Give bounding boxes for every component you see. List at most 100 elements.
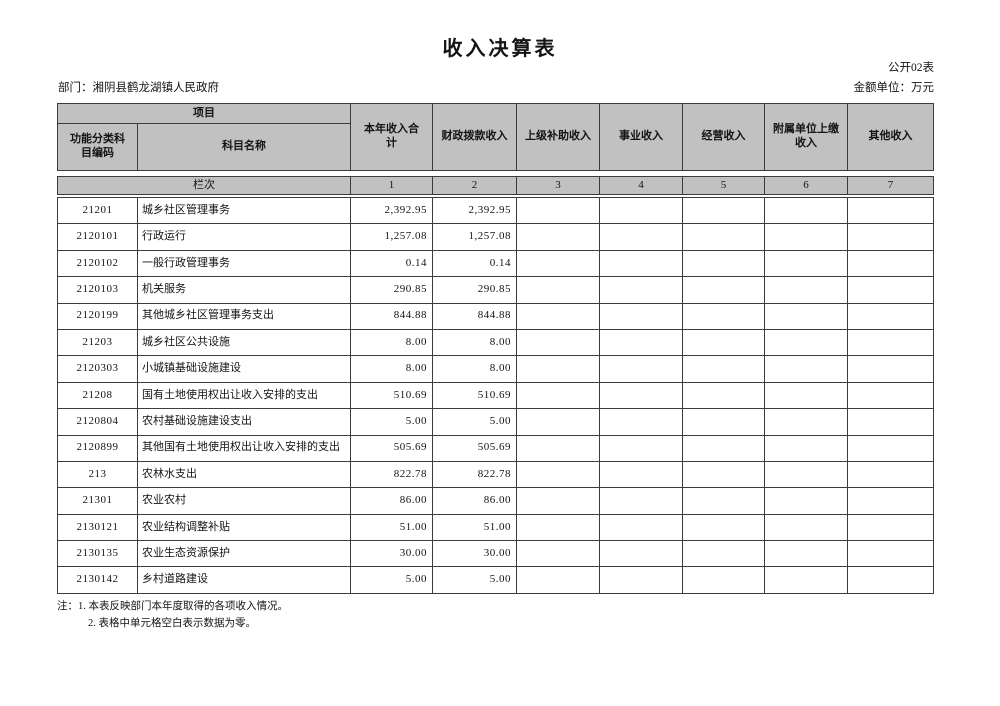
- cell-value: [847, 223, 934, 251]
- cell-value: [764, 566, 848, 594]
- cell-value: 290.85: [432, 276, 517, 304]
- table-row: 2120303 小城镇基础设施建设 8.00 8.00: [57, 355, 934, 383]
- cell-function-code: 213: [57, 460, 138, 489]
- cell-value: [682, 249, 765, 278]
- lane-number: 1: [350, 176, 433, 195]
- cell-value: [682, 328, 765, 357]
- lane-number: 4: [599, 176, 683, 195]
- cell-value: [764, 408, 848, 436]
- cell-value: [599, 487, 683, 515]
- cell-value: [599, 540, 683, 568]
- cell-value: [516, 434, 600, 462]
- cell-value: [599, 566, 683, 594]
- cell-value: [764, 487, 848, 515]
- cell-value: [682, 540, 765, 568]
- table-row: 2120899 其他国有土地使用权出让收入安排的支出 505.69 505.69: [57, 434, 934, 462]
- table-row: 21201 城乡社区管理事务 2,392.95 2,392.95: [57, 196, 934, 225]
- cell-value: [516, 487, 600, 515]
- cell-function-code: 2120101: [57, 223, 138, 251]
- cell-value: [847, 460, 934, 489]
- table-row: 2120103 机关服务 290.85 290.85: [57, 276, 934, 304]
- cell-value: [516, 328, 600, 357]
- cell-value: [516, 566, 600, 594]
- lane-row: 栏次 1 2 3 4 5 6 7: [57, 176, 934, 195]
- cell-value: [847, 540, 934, 568]
- cell-value: 1,257.08: [350, 223, 433, 251]
- cell-value: [599, 355, 683, 383]
- cell-value: [764, 434, 848, 462]
- cell-value: 51.00: [350, 513, 433, 542]
- cell-value: 844.88: [350, 302, 433, 330]
- cell-function-code: 2120899: [57, 434, 138, 462]
- cell-value: 510.69: [432, 381, 517, 410]
- cell-value: 1,257.08: [432, 223, 517, 251]
- cell-value: [682, 408, 765, 436]
- table-row: 2120199 其他城乡社区管理事务支出 844.88 844.88: [57, 302, 934, 330]
- cell-value: [516, 460, 600, 489]
- cell-value: [764, 249, 848, 278]
- cell-value: [847, 487, 934, 515]
- cell-value: [599, 408, 683, 436]
- cell-value: 2,392.95: [350, 196, 433, 225]
- cell-value: [847, 328, 934, 357]
- col-header-affiliated-unit-upturn: 附属单位上缴收入: [764, 103, 848, 171]
- cell-subject-name: 农业结构调整补贴: [137, 513, 351, 542]
- cell-value: [516, 540, 600, 568]
- cell-function-code: 2120199: [57, 302, 138, 330]
- cell-value: 0.14: [432, 249, 517, 278]
- cell-subject-name: 农林水支出: [137, 460, 351, 489]
- cell-subject-name: 城乡社区公共设施: [137, 328, 351, 357]
- note-line-1: 注：1. 本表反映部门本年度取得的各项收入情况。: [57, 601, 288, 612]
- cell-value: [764, 355, 848, 383]
- cell-value: [847, 276, 934, 304]
- cell-subject-name: 农村基础设施建设支出: [137, 408, 351, 436]
- cell-value: [764, 513, 848, 542]
- table-lane-section: 栏次 1 2 3 4 5 6 7: [57, 176, 934, 195]
- note-line-2: 2. 表格中单元格空白表示数据为零。: [88, 618, 256, 629]
- cell-subject-name: 其他国有土地使用权出让收入安排的支出: [137, 434, 351, 462]
- cell-function-code: 21201: [57, 196, 138, 225]
- cell-value: [516, 408, 600, 436]
- cell-value: [516, 223, 600, 251]
- cell-value: 290.85: [350, 276, 433, 304]
- cell-value: 505.69: [432, 434, 517, 462]
- cell-value: [599, 381, 683, 410]
- table-row: 2120102 一般行政管理事务 0.14 0.14: [57, 249, 934, 278]
- cell-value: [599, 249, 683, 278]
- table-row: 2120101 行政运行 1,257.08 1,257.08: [57, 223, 934, 251]
- cell-function-code: 2130135: [57, 540, 138, 568]
- cell-value: [516, 196, 600, 225]
- cell-value: 505.69: [350, 434, 433, 462]
- cell-subject-name: 其他城乡社区管理事务支出: [137, 302, 351, 330]
- cell-value: [764, 328, 848, 357]
- cell-value: [847, 302, 934, 330]
- table-row: 21203 城乡社区公共设施 8.00 8.00: [57, 328, 934, 357]
- cell-value: [682, 276, 765, 304]
- cell-subject-name: 城乡社区管理事务: [137, 196, 351, 225]
- cell-value: [764, 276, 848, 304]
- table-row: 2130135 农业生态资源保护 30.00 30.00: [57, 540, 934, 568]
- cell-value: [847, 408, 934, 436]
- cell-value: [516, 302, 600, 330]
- cell-value: [682, 302, 765, 330]
- cell-value: [516, 249, 600, 278]
- cell-value: [682, 196, 765, 225]
- cell-value: [516, 381, 600, 410]
- cell-value: 2,392.95: [432, 196, 517, 225]
- cell-value: [682, 460, 765, 489]
- cell-value: [516, 513, 600, 542]
- lane-number: 7: [847, 176, 934, 195]
- cell-subject-name: 农业生态资源保护: [137, 540, 351, 568]
- cell-value: [682, 434, 765, 462]
- cell-value: 8.00: [350, 328, 433, 357]
- cell-function-code: 21301: [57, 487, 138, 515]
- table-row: 2130121 农业结构调整补贴 51.00 51.00: [57, 513, 934, 542]
- cell-value: [764, 196, 848, 225]
- cell-value: [682, 566, 765, 594]
- cell-value: 8.00: [350, 355, 433, 383]
- col-header-business-income: 事业收入: [599, 103, 683, 171]
- project-group-header: 项目: [57, 103, 351, 124]
- cell-value: [516, 355, 600, 383]
- col-header-fiscal-appropriation: 财政拨款收入: [432, 103, 517, 171]
- lane-number: 5: [682, 176, 765, 195]
